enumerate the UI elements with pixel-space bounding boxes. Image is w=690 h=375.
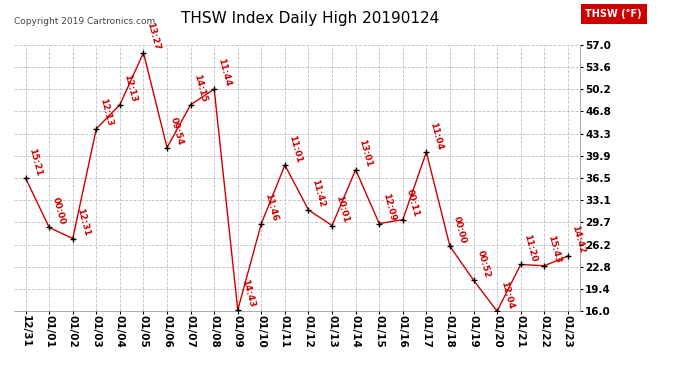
Text: 10:01: 10:01 xyxy=(334,195,350,224)
Text: 00:52: 00:52 xyxy=(475,249,491,279)
Text: 15:43: 15:43 xyxy=(546,234,562,264)
Text: 12:13: 12:13 xyxy=(121,74,138,104)
Text: 00:00: 00:00 xyxy=(452,216,468,245)
Text: 13:01: 13:01 xyxy=(357,138,373,168)
Text: 14:42: 14:42 xyxy=(570,225,586,255)
Text: 11:01: 11:01 xyxy=(287,134,303,164)
Text: 12:13: 12:13 xyxy=(98,98,115,128)
Text: 09:54: 09:54 xyxy=(169,116,185,146)
Text: THSW Index Daily High 20190124: THSW Index Daily High 20190124 xyxy=(181,11,440,26)
Text: 00:00: 00:00 xyxy=(51,196,67,226)
Text: Copyright 2019 Cartronics.com: Copyright 2019 Cartronics.com xyxy=(14,17,155,26)
Text: 14:15: 14:15 xyxy=(193,74,208,104)
Text: 13:27: 13:27 xyxy=(146,21,161,51)
Text: 11:42: 11:42 xyxy=(310,178,326,209)
Text: 11:46: 11:46 xyxy=(263,192,279,222)
Text: 00:11: 00:11 xyxy=(404,189,421,218)
Text: 11:20: 11:20 xyxy=(522,233,539,263)
Text: 11:44: 11:44 xyxy=(216,58,233,88)
Text: 14:43: 14:43 xyxy=(239,278,256,309)
Text: 12:04: 12:04 xyxy=(499,280,515,310)
Text: 12:31: 12:31 xyxy=(75,207,90,237)
Text: 11:04: 11:04 xyxy=(428,121,444,151)
Text: THSW (°F): THSW (°F) xyxy=(585,9,642,19)
Text: 15:21: 15:21 xyxy=(28,147,43,177)
Text: 12:09: 12:09 xyxy=(381,192,397,222)
